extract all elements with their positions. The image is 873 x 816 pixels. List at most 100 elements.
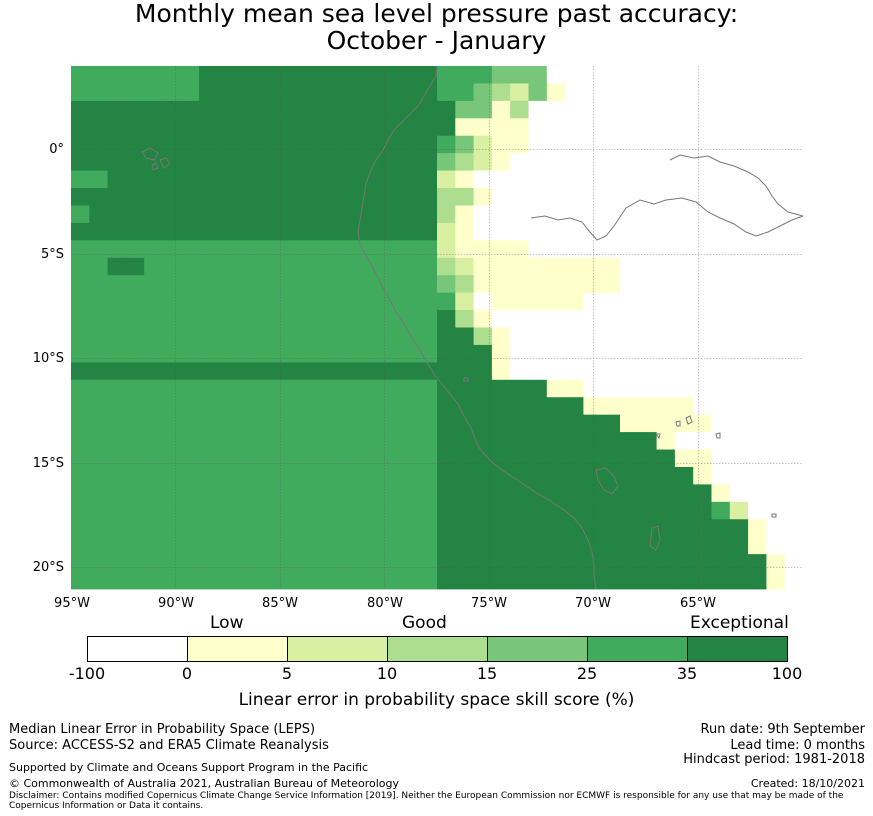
grid-cell (693, 449, 712, 468)
grid-cell (620, 571, 639, 590)
grid-cell (144, 536, 163, 555)
grid-cell (729, 118, 749, 137)
grid-cell (656, 536, 676, 555)
grid-cell (565, 222, 584, 241)
grid-cell (400, 292, 420, 311)
grid-cell (473, 100, 493, 119)
grid-cell (89, 135, 108, 154)
grid-cell (107, 188, 127, 206)
grid-cell (180, 310, 200, 328)
grid-cell (638, 554, 657, 572)
grid-cell (437, 66, 456, 84)
grid-cell (382, 501, 401, 520)
grid-cell (327, 222, 346, 241)
grid-cell (327, 83, 346, 102)
grid-cell (363, 118, 383, 137)
grid-cell (729, 188, 749, 206)
grid-cell (400, 83, 420, 102)
grid-cell (290, 205, 310, 224)
grid-cell (729, 536, 749, 555)
grid-cell (528, 519, 548, 538)
colorbar-category-low: Low (210, 613, 244, 633)
grid-cell (491, 327, 511, 346)
grid-cell (125, 501, 145, 520)
grid-cell (235, 83, 255, 102)
chart-title-line1: Monthly mean sea level pressure past acc… (134, 0, 739, 28)
grid-cell (89, 205, 108, 224)
grid-cell (71, 188, 90, 206)
grid-cell (565, 257, 584, 276)
grid-cell (107, 449, 127, 468)
grid-cell (180, 501, 200, 520)
grid-cell (711, 466, 731, 485)
grid-cell (144, 118, 163, 137)
grid-cell (565, 432, 584, 450)
grid-cell (125, 257, 145, 276)
grid-cell (784, 66, 804, 84)
grid-cell (528, 170, 548, 189)
y-tick-label: 0° (49, 142, 64, 157)
footer-lead-time: Lead time: 0 months (730, 738, 865, 753)
grid-cell (711, 449, 731, 468)
colorbar-tick-label: 100 (771, 664, 803, 683)
grid-cell (162, 449, 182, 468)
grid-cell (784, 257, 804, 276)
grid-cell (363, 519, 383, 538)
grid-cell (363, 275, 383, 294)
grid-cell (601, 501, 621, 520)
grid-cell (748, 83, 767, 102)
grid-cell (162, 240, 182, 259)
grid-cell (272, 414, 291, 433)
grid-cell (620, 66, 639, 84)
grid-cell (71, 432, 90, 450)
grid-cell (620, 170, 639, 189)
grid-cell (254, 519, 273, 538)
grid-cell (290, 571, 310, 590)
colorbar-segment (187, 636, 287, 662)
grid-cell (418, 414, 438, 433)
grid-cell (455, 397, 474, 416)
grid-cell (345, 83, 365, 102)
grid-cell (455, 188, 474, 206)
grid-cell (784, 327, 804, 346)
grid-cell (162, 100, 182, 119)
grid-cell (382, 536, 401, 555)
grid-cell (583, 501, 603, 520)
grid-cell (308, 449, 328, 468)
grid-cell (345, 379, 365, 398)
grid-cell (674, 292, 694, 311)
grid-cell (290, 135, 310, 154)
footer-created: Created: 18/10/2021 (750, 777, 865, 790)
grid-cell (180, 275, 200, 294)
grid-cell (491, 432, 511, 450)
grid-cell (601, 362, 621, 381)
grid-cell (473, 501, 493, 520)
grid-cell (601, 432, 621, 450)
grid-cell (144, 66, 163, 84)
grid-cell (125, 135, 145, 154)
grid-cell (620, 153, 639, 171)
grid-cell (674, 484, 694, 503)
grid-cell (345, 571, 365, 590)
grid-cell (766, 292, 786, 311)
grid-cell (510, 379, 529, 398)
grid-cell (272, 362, 291, 381)
grid-cell (601, 135, 621, 154)
grid-cell (144, 240, 163, 259)
grid-cell (254, 536, 273, 555)
grid-cell (766, 484, 786, 503)
grid-cell (162, 153, 182, 171)
grid-cell (528, 205, 548, 224)
grid-cell (327, 362, 346, 381)
grid-cell (583, 66, 603, 84)
grid-cell (693, 66, 712, 84)
grid-cell (254, 83, 273, 102)
grid-cell (125, 466, 145, 485)
grid-cell (254, 188, 273, 206)
grid-cell (638, 205, 657, 224)
grid-cell (107, 484, 127, 503)
grid-cell (638, 240, 657, 259)
grid-cell (656, 449, 676, 468)
footer-source: Source: ACCESS-S2 and ERA5 Climate Reana… (9, 738, 329, 753)
grid-cell (620, 466, 639, 485)
